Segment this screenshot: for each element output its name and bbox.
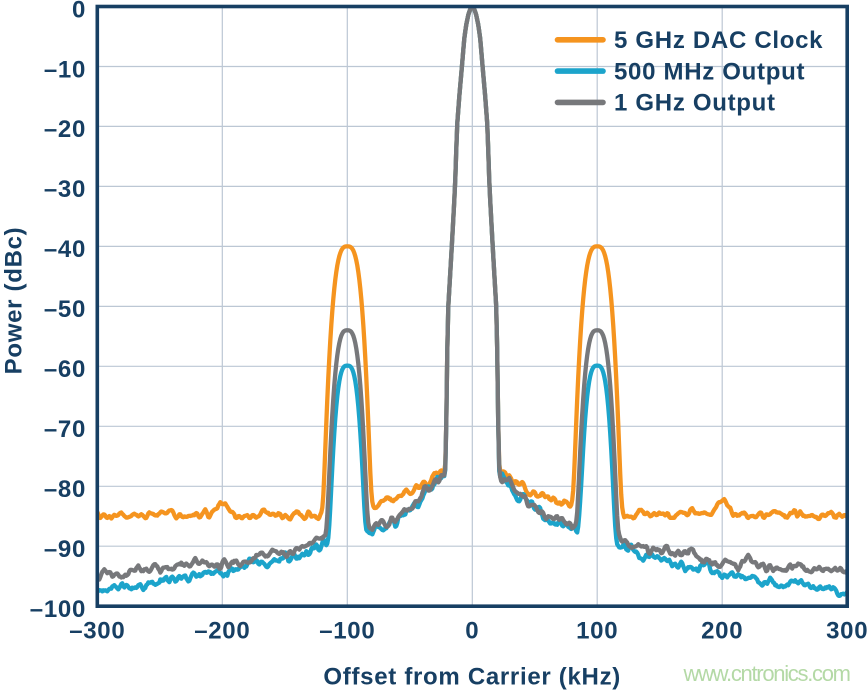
svg-text:–80: –80 [44, 476, 86, 503]
svg-text:–90: –90 [44, 536, 86, 563]
svg-text:www.cntronics.com: www.cntronics.com [683, 661, 850, 686]
svg-text:300: 300 [826, 618, 868, 645]
svg-text:–100: –100 [319, 618, 375, 645]
svg-text:0: 0 [465, 618, 479, 645]
svg-text:0: 0 [72, 0, 86, 23]
svg-text:–70: –70 [44, 416, 86, 443]
svg-text:200: 200 [701, 618, 743, 645]
svg-text:–100: –100 [30, 596, 86, 623]
svg-text:–50: –50 [44, 296, 86, 323]
svg-text:Offset from Carrier (kHz): Offset from Carrier (kHz) [323, 664, 621, 691]
svg-text:–10: –10 [44, 56, 86, 83]
svg-text:Power (dBc): Power (dBc) [1, 227, 28, 375]
svg-text:5 GHz DAC Clock: 5 GHz DAC Clock [614, 27, 823, 54]
svg-text:500 MHz Output: 500 MHz Output [614, 58, 805, 85]
svg-text:–60: –60 [44, 356, 86, 383]
svg-text:100: 100 [576, 618, 618, 645]
svg-text:1 GHz Output: 1 GHz Output [614, 90, 776, 117]
svg-text:–40: –40 [44, 236, 86, 263]
svg-text:–30: –30 [44, 176, 86, 203]
svg-text:–200: –200 [194, 618, 250, 645]
svg-text:–20: –20 [44, 116, 86, 143]
svg-text:–300: –300 [69, 618, 125, 645]
